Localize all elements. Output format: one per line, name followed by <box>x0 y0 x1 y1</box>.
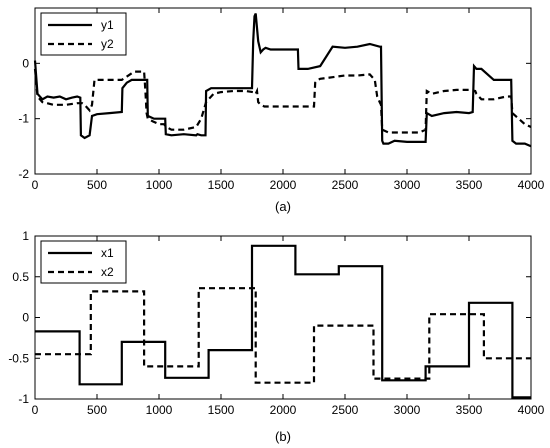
legend-a: y1 y2 <box>40 12 127 56</box>
x-tick-label: 4000 <box>518 178 545 192</box>
series-lines-a <box>33 13 532 148</box>
panel-a: 0 500 1000 1500 2000 2500 3000 3500 4000 -2 -1 0 y1… <box>18 7 545 214</box>
y-tick-label: -1 <box>18 392 29 406</box>
legend-box-a <box>40 12 127 56</box>
x-tick-label: 3000 <box>394 178 421 192</box>
x-tick-label: 500 <box>87 403 107 417</box>
series-line-x1 <box>35 244 531 399</box>
y-tick-label: -0.5 <box>8 351 29 365</box>
y-tick-label: -1 <box>18 112 29 126</box>
legend-label-x2: x2 <box>101 265 114 279</box>
series-line-y2 <box>33 68 532 134</box>
x-tick-label: 3000 <box>394 403 421 417</box>
axis-ticks-b: 0 500 1000 1500 2000 2500 3000 3500 4000 -1 -0.5 0 0… <box>8 229 544 417</box>
x-tick-label: 0 <box>32 403 39 417</box>
legend-label-y2: y2 <box>101 37 114 51</box>
x-tick-label: 1000 <box>146 178 173 192</box>
legend-label-y1: y1 <box>101 18 114 32</box>
series-line-x2 <box>35 287 531 384</box>
x-tick-label: 1500 <box>208 178 235 192</box>
legend-b: x1 x2 <box>40 240 127 284</box>
x-tick-label: 3500 <box>456 403 483 417</box>
x-tick-label: 1500 <box>208 403 235 417</box>
y-tick-label: -2 <box>18 167 29 181</box>
x-tick-label: 3500 <box>456 178 483 192</box>
panel-label-b: (b) <box>275 429 291 444</box>
x-tick-label: 2500 <box>332 403 359 417</box>
x-tick-label: 1000 <box>146 403 173 417</box>
x-tick-label: 2000 <box>270 403 297 417</box>
x-tick-label: 2000 <box>270 178 297 192</box>
legend-box-b <box>40 240 127 284</box>
x-tick-label: 0 <box>32 178 39 192</box>
y-tick-label: 0 <box>22 311 29 325</box>
y-tick-label: 1 <box>22 229 29 243</box>
axis-ticks-a: 0 500 1000 1500 2000 2500 3000 3500 4000 -2 -1 0 <box>18 8 545 192</box>
x-tick-label: 4000 <box>518 403 545 417</box>
y-tick-label: 0.5 <box>12 270 29 284</box>
y-tick-label: 0 <box>22 56 29 70</box>
x-tick-label: 2500 <box>332 178 359 192</box>
x-tick-label: 500 <box>87 178 107 192</box>
panel-b: 0 500 1000 1500 2000 2500 3000 3500 4000 -1 -0.5 0 0… <box>8 229 544 444</box>
legend-label-x1: x1 <box>101 246 114 260</box>
panel-label-a: (a) <box>275 199 291 214</box>
series-lines-b <box>35 244 531 399</box>
series-line-y1 <box>33 13 532 148</box>
